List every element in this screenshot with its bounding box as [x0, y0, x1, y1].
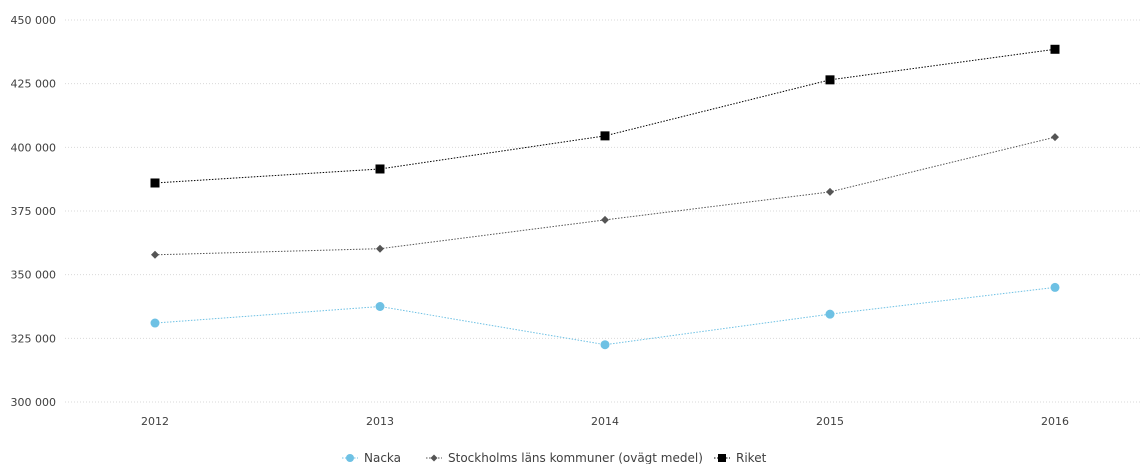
data-point — [1051, 133, 1059, 142]
series-line — [154, 136, 1056, 256]
x-tick-label: 2014 — [591, 415, 619, 428]
series-line — [154, 286, 1056, 346]
legend-label: Riket — [736, 451, 767, 464]
y-tick-label: 300 000 — [11, 396, 57, 409]
grid-layer — [65, 19, 1140, 403]
data-point — [150, 178, 160, 188]
data-point — [375, 302, 385, 311]
y-axis: 300 000 325 000 350 000 375 000 400 000 425 0… — [11, 14, 57, 409]
series-layer — [150, 44, 1060, 350]
legend-marker — [346, 454, 354, 462]
series-square — [150, 44, 1060, 188]
data-point — [376, 244, 384, 253]
data-point — [600, 340, 610, 350]
data-point — [601, 215, 609, 224]
legend-item: Nacka — [342, 451, 401, 464]
y-tick-label: 375 000 — [11, 205, 57, 218]
legend-label: Nacka — [364, 451, 401, 464]
data-point — [825, 309, 835, 319]
legend: Nacka Stockholms läns kommuner (ovägt med… — [342, 451, 767, 464]
y-tick-label: 425 000 — [11, 78, 57, 91]
legend-item: Riket — [714, 451, 767, 464]
legend-marker — [430, 454, 438, 462]
data-point — [600, 131, 610, 141]
series-diamond — [151, 133, 1059, 259]
y-tick-label: 400 000 — [11, 141, 57, 154]
series-line — [154, 48, 1056, 184]
x-tick-label: 2015 — [816, 415, 844, 428]
x-axis: 2012 2013 2014 2015 2016 — [141, 415, 1069, 428]
y-tick-label: 325 000 — [11, 332, 57, 345]
series-circle — [150, 282, 1060, 350]
y-tick-label: 450 000 — [11, 14, 57, 27]
data-point — [1050, 282, 1060, 292]
legend-label: Stockholms läns kommuner (ovägt medel) — [448, 451, 703, 464]
data-point — [375, 164, 385, 174]
legend-marker — [718, 454, 726, 462]
x-tick-label: 2012 — [141, 415, 169, 428]
x-tick-label: 2013 — [366, 415, 394, 428]
legend-item: Stockholms läns kommuner (ovägt medel) — [426, 451, 703, 464]
data-point — [151, 250, 159, 259]
data-point — [150, 318, 160, 328]
y-tick-label: 350 000 — [11, 269, 57, 282]
data-point — [1050, 44, 1060, 54]
data-point — [825, 75, 835, 85]
data-point — [826, 187, 834, 196]
x-tick-label: 2016 — [1041, 415, 1069, 428]
